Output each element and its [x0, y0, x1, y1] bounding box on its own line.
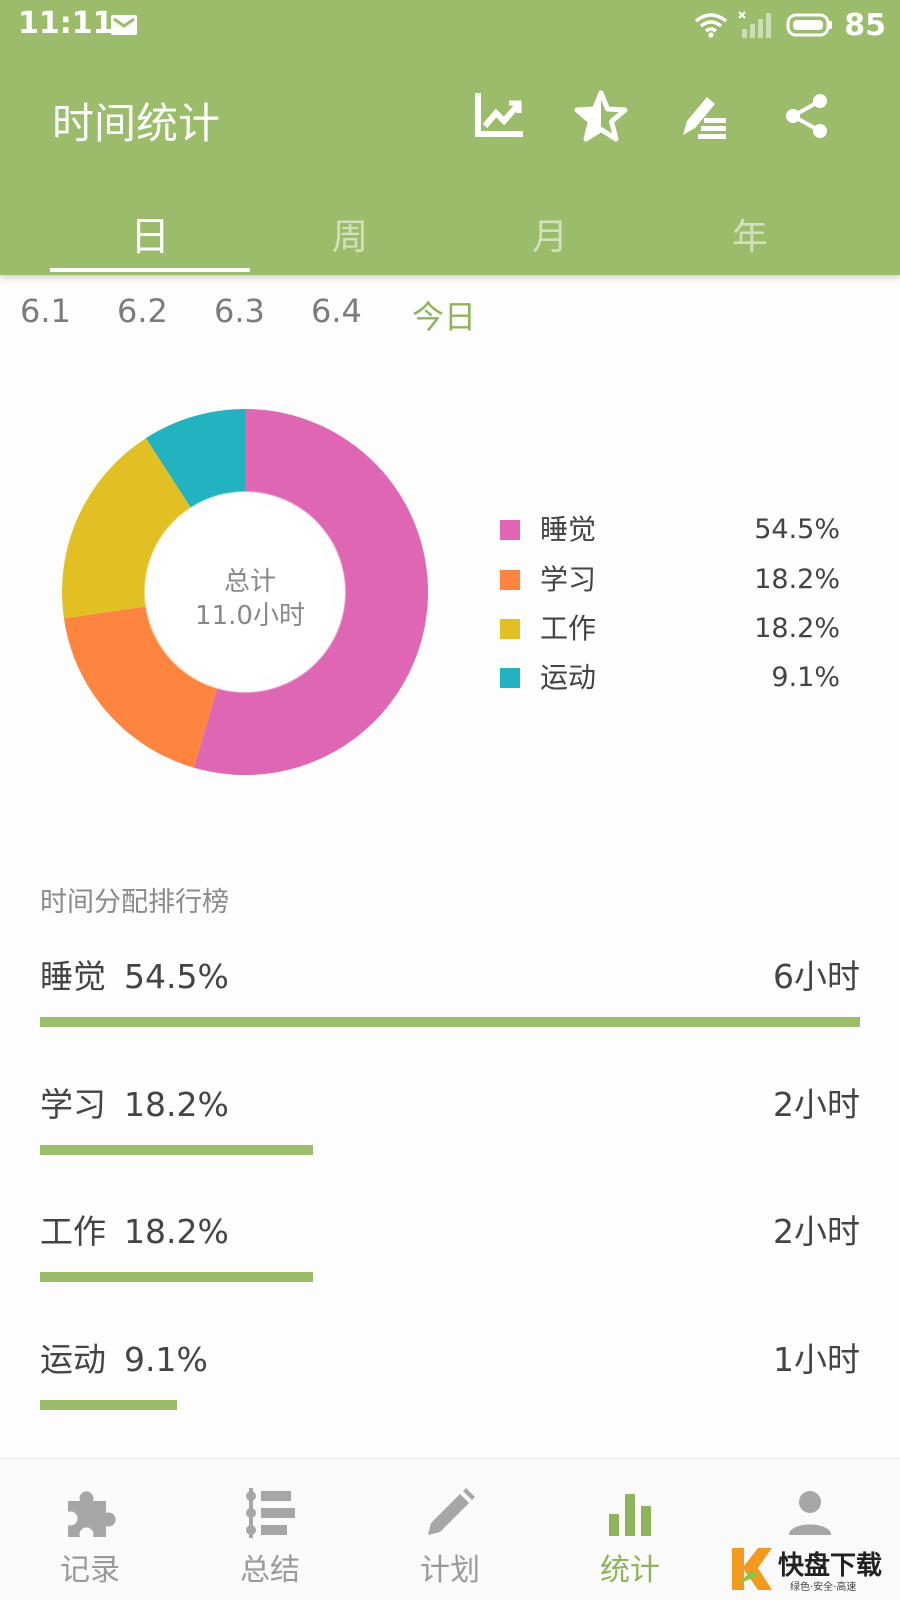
- ranking-bar: [40, 1272, 314, 1282]
- ranking-bar-track: [40, 1272, 860, 1282]
- person-icon: [780, 1485, 840, 1541]
- ranking-bar-track: [40, 1400, 860, 1410]
- legend-item-exercise: 运动 9.1%: [500, 658, 840, 698]
- ranking-duration: 1小时: [773, 1340, 860, 1379]
- nav-item-summary[interactable]: 总结: [180, 1459, 360, 1600]
- notification-icon: [111, 15, 137, 35]
- legend-value: 18.2%: [754, 613, 840, 644]
- ranking-name: 工作 18.2%: [40, 1205, 229, 1253]
- ranking-percent: 9.1%: [124, 1340, 208, 1379]
- ranking-row-work[interactable]: 工作 18.2% 2小时: [40, 1205, 860, 1315]
- legend-swatch: [500, 619, 520, 639]
- tab-month[interactable]: 月: [450, 196, 650, 275]
- date-item-6-3[interactable]: 6.3: [214, 292, 265, 330]
- legend-swatch: [500, 668, 520, 688]
- share-icon: [786, 94, 827, 138]
- date-item-today[interactable]: 今日: [412, 298, 477, 336]
- period-tabs: 日 周 月 年: [0, 196, 900, 275]
- legend-item-work: 工作 18.2%: [500, 609, 840, 649]
- ranking-activity: 睡觉: [40, 957, 106, 996]
- date-item-6-4[interactable]: 6.4: [311, 292, 362, 330]
- tab-year[interactable]: 年: [650, 196, 850, 275]
- ranking-duration: 6小时: [773, 957, 860, 996]
- wifi-icon: [695, 13, 728, 38]
- ranking-duration: 2小时: [773, 1212, 860, 1251]
- star-icon: [574, 90, 628, 142]
- bar-chart-icon: [600, 1485, 660, 1541]
- ranking-bar: [40, 1017, 860, 1027]
- battery-icon: [786, 13, 833, 37]
- ranking-row-exercise[interactable]: 运动 9.1% 1小时: [40, 1333, 860, 1443]
- status-bar: 11:11 85: [0, 0, 900, 50]
- ranking-activity: 工作: [40, 1212, 106, 1251]
- trend-chart-icon: [475, 93, 523, 137]
- nav-label: 统计: [600, 1553, 660, 1588]
- status-indicators: 85: [694, 7, 886, 43]
- ranking-percent: 54.5%: [124, 957, 229, 996]
- legend-swatch: [500, 570, 520, 590]
- legend-label: 运动: [540, 661, 597, 694]
- trend-chart-button[interactable]: [470, 88, 526, 144]
- signal-icon: [738, 11, 772, 38]
- tab-week[interactable]: 周: [250, 196, 450, 275]
- ranking-percent: 18.2%: [124, 1212, 229, 1251]
- tab-indicator: [50, 268, 250, 272]
- legend-label: 工作: [540, 612, 597, 645]
- legend-value: 18.2%: [754, 564, 840, 595]
- edit-list-button[interactable]: [676, 88, 732, 144]
- date-item-6-1[interactable]: 6.1: [20, 292, 71, 330]
- tab-week-label: 周: [331, 217, 368, 258]
- pencil-icon: [420, 1485, 480, 1541]
- nav-item-record[interactable]: 记录: [0, 1459, 180, 1600]
- ranking-bar: [40, 1145, 314, 1155]
- ranking-duration: 2小时: [773, 1085, 860, 1124]
- puzzle-icon: [60, 1485, 120, 1541]
- share-button[interactable]: [779, 88, 835, 144]
- ranking-name: 学习 18.2%: [40, 1078, 229, 1126]
- watermark-logo: 快盘下载 绿色·安全·高速: [732, 1548, 882, 1593]
- tab-day-label: 日: [130, 214, 170, 260]
- legend-value: 54.5%: [754, 514, 840, 545]
- favorite-button[interactable]: [573, 88, 629, 144]
- ranking-activity: 学习: [40, 1085, 106, 1124]
- legend-swatch: [500, 520, 520, 540]
- ranking-bar-track: [40, 1017, 860, 1027]
- ranking-row-sleep[interactable]: 睡觉 54.5% 6小时: [40, 950, 860, 1060]
- svg-text:绿色·安全·高速: 绿色·安全·高速: [790, 1580, 856, 1593]
- edit-list-icon: [683, 97, 726, 139]
- ranking-name: 睡觉 54.5%: [40, 950, 229, 998]
- tab-year-label: 年: [731, 217, 768, 258]
- ranking-title: 时间分配排行榜: [40, 887, 229, 918]
- legend-item-study: 学习 18.2%: [500, 560, 840, 600]
- nav-item-plan[interactable]: 计划: [360, 1459, 540, 1600]
- timeline-list-icon: [240, 1485, 300, 1541]
- donut-center-text: 总计 11.0小时: [160, 565, 340, 633]
- app-bar: 11:11 85: [0, 0, 900, 275]
- ranking-bar-track: [40, 1145, 860, 1155]
- donut-center-label: 总计: [223, 567, 276, 597]
- legend-label: 睡觉: [540, 513, 597, 546]
- tab-month-label: 月: [531, 217, 568, 258]
- legend-label: 学习: [540, 563, 597, 596]
- ranking-row-study[interactable]: 学习 18.2% 2小时: [40, 1078, 860, 1188]
- nav-item-statistics[interactable]: 统计: [540, 1459, 720, 1600]
- ranking-bar: [40, 1400, 177, 1410]
- nav-item-profile[interactable]: [720, 1459, 900, 1600]
- ranking-name: 运动 9.1%: [40, 1333, 208, 1381]
- donut-center-value: 11.0小时: [195, 601, 305, 631]
- page-title: 时间统计: [52, 99, 221, 148]
- nav-label: 总结: [240, 1553, 300, 1588]
- legend-value: 9.1%: [771, 662, 840, 693]
- date-item-6-2[interactable]: 6.2: [117, 292, 168, 330]
- slice-exercise: [145, 409, 245, 508]
- svg-text:快盘下载: 快盘下载: [778, 1550, 882, 1581]
- status-time: 11:11: [18, 6, 114, 41]
- ranking-activity: 运动: [40, 1340, 106, 1379]
- legend-item-sleep: 睡觉 54.5%: [500, 510, 840, 550]
- tab-day[interactable]: 日: [50, 196, 250, 275]
- nav-label: 计划: [420, 1553, 480, 1588]
- ranking-percent: 18.2%: [124, 1085, 229, 1124]
- battery-percent: 85: [844, 7, 886, 43]
- nav-label: 记录: [60, 1553, 120, 1588]
